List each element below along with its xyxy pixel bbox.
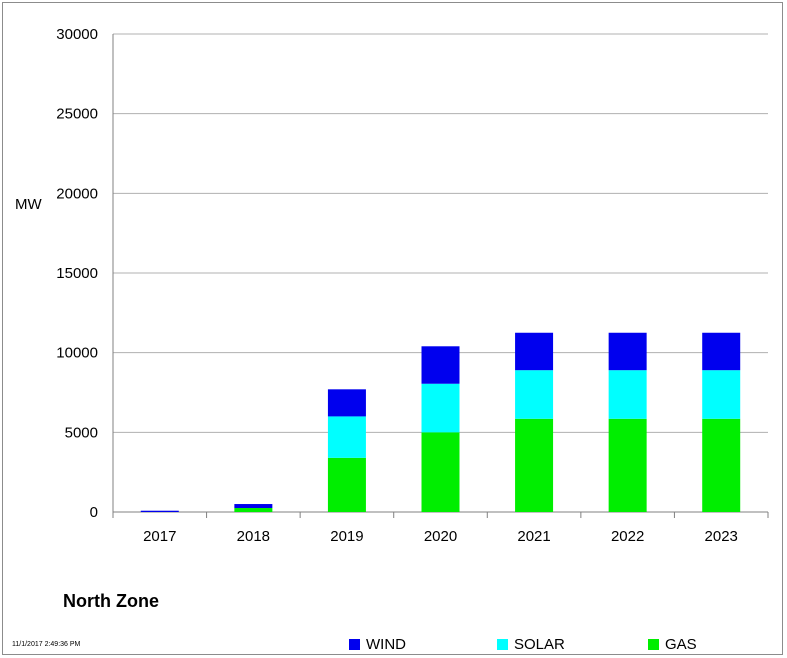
y-tick-label-25000: 25000 — [56, 106, 98, 123]
bar-gas-2022 — [608, 418, 647, 512]
legend-swatch-wind — [349, 639, 360, 650]
bar-wind-2021 — [515, 332, 554, 371]
bar-gas-2023 — [702, 418, 741, 512]
bar-wind-2018 — [234, 504, 273, 509]
legend-item-gas: GAS — [648, 636, 697, 653]
bar-wind-2019 — [327, 389, 366, 417]
x-tick-label-2022: 2022 — [611, 528, 644, 545]
x-tick-label-2018: 2018 — [237, 528, 270, 545]
y-tick-label-10000: 10000 — [56, 345, 98, 362]
x-tick-label-2017: 2017 — [143, 528, 176, 545]
x-tick-label-2020: 2020 — [424, 528, 457, 545]
legend-label-solar: SOLAR — [514, 636, 565, 653]
x-tick-label-2019: 2019 — [330, 528, 363, 545]
bar-solar-2019 — [327, 416, 366, 458]
x-tick-label-2021: 2021 — [517, 528, 550, 545]
bar-wind-2022 — [608, 332, 647, 371]
legend-item-solar: SOLAR — [497, 636, 565, 653]
y-tick-label-5000: 5000 — [65, 424, 98, 441]
timestamp: 11/1/2017 2:49:36 PM — [12, 641, 81, 648]
y-tick-label-20000: 20000 — [56, 185, 98, 202]
legend-label-gas: GAS — [665, 636, 697, 653]
bar-solar-2023 — [702, 370, 741, 419]
legend-item-wind: WIND — [349, 636, 406, 653]
bar-gas-2018 — [234, 508, 273, 512]
x-tick-label-2023: 2023 — [705, 528, 738, 545]
bar-gas-2021 — [515, 418, 554, 512]
bar-wind-2020 — [421, 346, 460, 384]
y-tick-label-30000: 30000 — [56, 26, 98, 43]
legend-swatch-solar — [497, 639, 508, 650]
bar-solar-2022 — [608, 370, 647, 419]
chart-title: North Zone — [63, 591, 159, 611]
y-tick-label-0: 0 — [90, 504, 98, 521]
bar-gas-2020 — [421, 432, 460, 512]
legend-swatch-gas — [648, 639, 659, 650]
bar-wind-2017 — [140, 510, 179, 512]
legend-label-wind: WIND — [366, 636, 406, 653]
y-tick-label-15000: 15000 — [56, 265, 98, 282]
bar-solar-2020 — [421, 383, 460, 433]
y-axis-label: MW — [15, 196, 42, 213]
bar-gas-2019 — [327, 457, 366, 512]
bar-wind-2023 — [702, 332, 741, 371]
bar-solar-2021 — [515, 370, 554, 419]
